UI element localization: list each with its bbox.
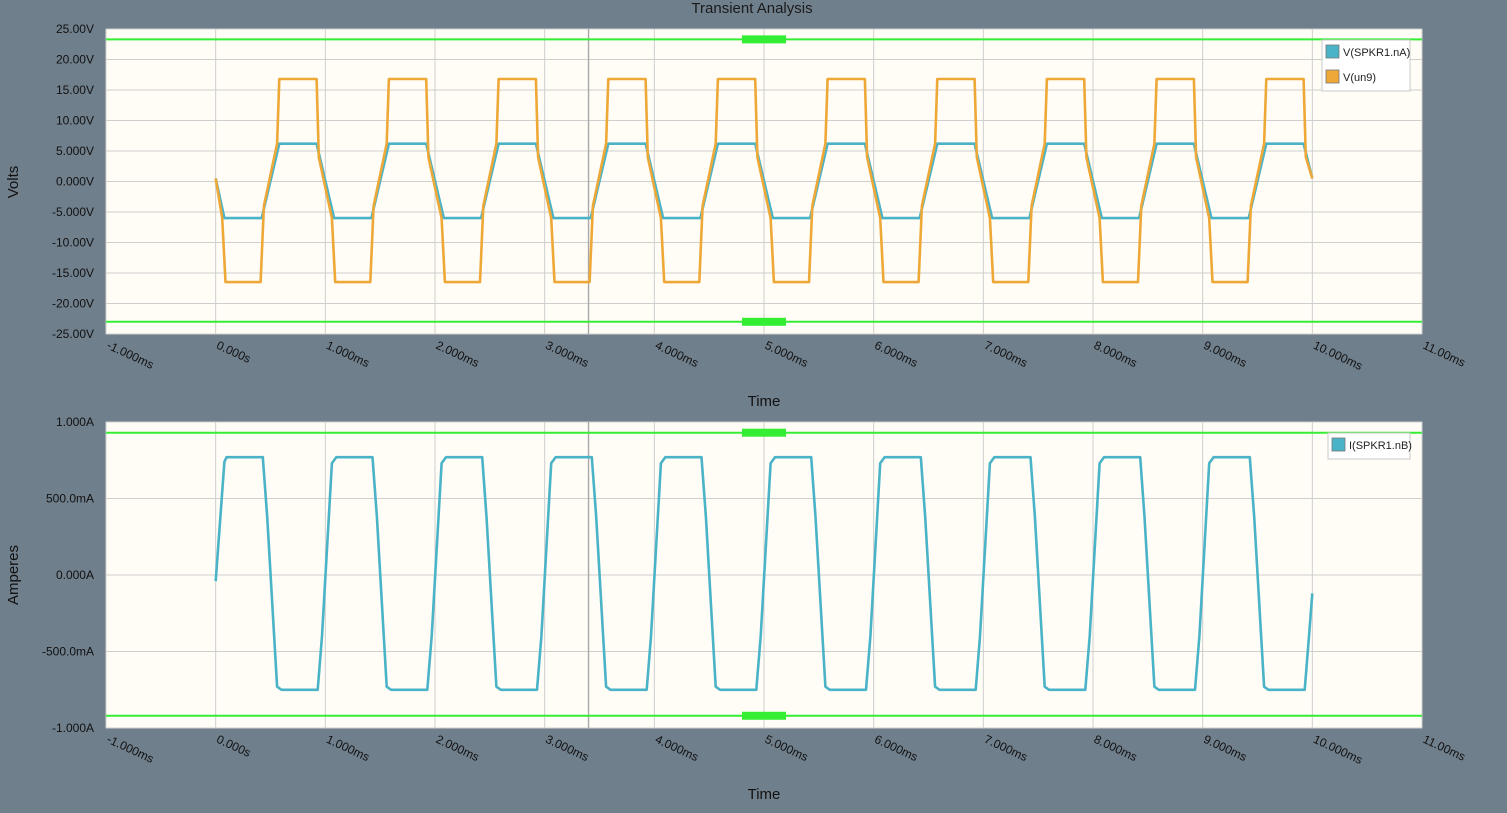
x-tick-label: 8.000ms <box>1092 732 1140 764</box>
x-tick-label: 2.000ms <box>434 338 482 370</box>
x-tick-label: 11.00ms <box>1421 732 1468 764</box>
current-cursors[interactable] <box>106 422 1422 728</box>
x-tick-label: 10.000ms <box>1311 732 1365 767</box>
legend-entry[interactable]: V(un9) <box>1343 72 1376 84</box>
legend-swatch[interactable] <box>1325 69 1340 84</box>
x-tick-label: -1.000ms <box>105 338 156 372</box>
upper-cursor-handle[interactable] <box>742 428 786 437</box>
current-plot[interactable]: 1.000A 500.0mA 0.000A -500.0mA -1.000A -1.00… <box>5 415 1468 803</box>
voltage-series <box>214 77 1314 284</box>
x-tick-label: 9.000ms <box>1201 732 1249 764</box>
x-tick-label: 11.00ms <box>1421 338 1468 370</box>
y-tick-label: 1.000A <box>56 415 94 429</box>
x-tick-label: 3.000ms <box>543 338 591 370</box>
x-tick-label: 8.000ms <box>1092 338 1140 370</box>
current-x-ticks: -1.000ms 0.000s 1.000ms 2.000ms 3.000ms 4.000… <box>105 732 1468 767</box>
y-tick-label: -500.0mA <box>42 645 94 659</box>
x-tick-label: 4.000ms <box>653 338 701 370</box>
x-tick-label: 0.000s <box>214 338 253 366</box>
x-tick-label: 0.000s <box>214 732 253 760</box>
voltage-plot[interactable]: 25.00V 20.00V 15.00V 10.00V 5.000V 0.000V -5.0… <box>5 22 1468 410</box>
voltage-x-axis-label: Time <box>748 393 781 410</box>
y-tick-label: 15.00V <box>56 83 94 97</box>
legend-entry[interactable]: V(SPKR1.nA) <box>1343 47 1410 59</box>
x-tick-label: 2.000ms <box>434 732 482 764</box>
legend-entry[interactable]: I(SPKR1.nB) <box>1349 440 1412 452</box>
x-tick-label: 1.000ms <box>324 732 372 764</box>
x-tick-label: -1.000ms <box>105 732 156 766</box>
y-tick-label: -1.000A <box>52 721 94 735</box>
x-tick-label: 9.000ms <box>1201 338 1249 370</box>
voltage-y-ticks: 25.00V 20.00V 15.00V 10.00V 5.000V 0.000V -5.0… <box>52 22 94 341</box>
x-tick-label: 5.000ms <box>763 338 811 370</box>
x-tick-label: 6.000ms <box>872 338 920 370</box>
x-tick-label: 6.000ms <box>872 732 920 764</box>
x-tick-label: 7.000ms <box>982 338 1030 370</box>
upper-cursor-handle[interactable] <box>742 35 786 44</box>
y-tick-label: 0.000V <box>56 175 94 189</box>
y-tick-label: 500.0mA <box>46 492 94 506</box>
voltage-cursors[interactable] <box>106 29 1422 334</box>
series-line-2 <box>214 77 1314 284</box>
y-tick-label: 10.00V <box>56 114 94 128</box>
x-tick-label: 4.000ms <box>653 732 701 764</box>
y-tick-label: -20.00V <box>52 297 94 311</box>
voltage-x-ticks: -1.000ms 0.000s 1.000ms 2.000ms 3.000ms 4.000… <box>105 338 1468 373</box>
x-tick-label: 1.000ms <box>324 338 372 370</box>
current-legend[interactable]: I(SPKR1.nB) <box>1327 432 1412 460</box>
x-tick-label: 7.000ms <box>982 732 1030 764</box>
x-tick-label: 5.000ms <box>763 732 811 764</box>
y-tick-label: -15.00V <box>52 266 94 280</box>
y-tick-label: 5.000V <box>56 144 94 158</box>
current-y-axis-label: Amperes <box>5 545 22 605</box>
y-tick-label: 20.00V <box>56 53 94 67</box>
legend-swatch[interactable] <box>1331 437 1346 452</box>
chart-title: Transient Analysis <box>691 0 812 17</box>
x-tick-label: 10.000ms <box>1311 338 1365 373</box>
series-line-1 <box>214 455 1314 692</box>
legend-swatch[interactable] <box>1325 44 1340 59</box>
y-tick-label: 25.00V <box>56 22 94 36</box>
voltage-y-axis-label: Volts <box>5 166 22 199</box>
y-tick-label: -5.000V <box>52 205 94 219</box>
lower-cursor-handle[interactable] <box>742 317 786 326</box>
y-tick-label: -10.00V <box>52 236 94 250</box>
current-y-ticks: 1.000A 500.0mA 0.000A -500.0mA -1.000A <box>42 415 94 735</box>
current-series <box>214 455 1314 692</box>
x-tick-label: 3.000ms <box>543 732 591 764</box>
voltage-legend[interactable]: V(SPKR1.nA) V(un9) <box>1321 39 1411 92</box>
current-x-axis-label: Time <box>748 786 781 803</box>
y-tick-label: -25.00V <box>52 327 94 341</box>
lower-cursor-handle[interactable] <box>742 711 786 720</box>
y-tick-label: 0.000A <box>56 568 94 582</box>
